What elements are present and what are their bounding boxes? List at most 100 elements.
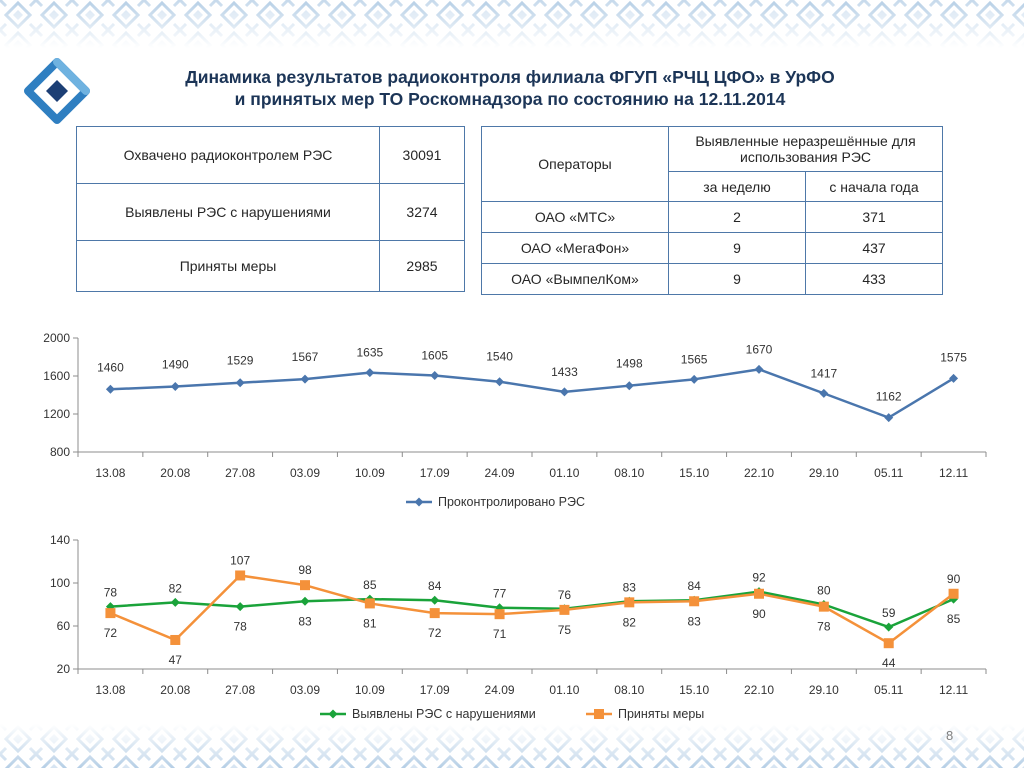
data-label: 83: [298, 614, 312, 628]
x-tick-label: 24.09: [485, 466, 515, 480]
data-point: [819, 388, 829, 398]
data-label: 1498: [616, 357, 643, 371]
x-tick-label: 10.09: [355, 683, 385, 697]
x-tick-label: 20.08: [160, 683, 190, 697]
legend-marker: [594, 709, 604, 719]
x-tick-label: 27.08: [225, 683, 255, 697]
x-tick-label: 10.09: [355, 466, 385, 480]
data-label: 77: [493, 587, 507, 601]
data-point: [689, 596, 700, 607]
data-point: [235, 602, 245, 612]
x-tick-label: 13.08: [95, 466, 125, 480]
operator-name: ОАО «МегаФон»: [481, 232, 669, 264]
data-point: [170, 381, 180, 391]
data-label: 1162: [876, 390, 902, 404]
violations-measures-chart: 20 60 100 140 13.08 20.08 27.08 03.09 10.09 17.09…: [50, 533, 987, 721]
data-label: 71: [493, 627, 507, 641]
operator-year: 433: [805, 263, 943, 295]
series-line: [109, 574, 955, 645]
data-point: [300, 374, 310, 384]
operator-year: 437: [805, 232, 943, 264]
data-label: 1670: [746, 342, 773, 356]
roskomnadzor-logo: [24, 58, 90, 124]
data-label: 82: [169, 581, 183, 595]
operators-table: Операторы Выявленные неразрешённые для и…: [481, 126, 943, 295]
data-label: 1433: [551, 365, 578, 379]
data-point: [235, 378, 245, 388]
operator-year: 371: [805, 201, 943, 233]
x-tick-label: 20.08: [160, 466, 190, 480]
header-group: Выявленные неразрешённые для использован…: [668, 126, 943, 172]
decorative-ornament-bottom: [0, 724, 1024, 768]
table-row: ОАО «МегаФон» 9 437: [481, 232, 943, 264]
data-label: 92: [752, 571, 766, 585]
data-point: [559, 387, 569, 397]
x-tick-label: 27.08: [225, 466, 255, 480]
data-label: 83: [687, 614, 701, 628]
data-point: [430, 595, 440, 605]
data-point: [105, 608, 116, 619]
table-row: Охвачено радиоконтролем РЭС 30091: [76, 126, 465, 184]
data-point: [884, 622, 894, 632]
data-point: [559, 604, 570, 615]
data-point: [948, 588, 959, 599]
slide-title: Динамика результатов радиоконтроля филиа…: [100, 66, 920, 110]
data-label: 98: [298, 563, 312, 577]
data-label: 72: [104, 626, 118, 640]
y-tick-label: 140: [50, 533, 70, 547]
legend-marker: [414, 497, 424, 507]
data-label: 1567: [292, 350, 319, 364]
data-point: [430, 371, 440, 381]
summary-value: 3274: [379, 183, 465, 241]
data-point: [365, 368, 375, 378]
x-tick-label: 17.09: [420, 683, 450, 697]
data-point: [754, 588, 764, 599]
data-label: 85: [947, 612, 961, 626]
data-label: 44: [882, 656, 896, 670]
x-tick-label: 22.10: [744, 683, 774, 697]
data-point: [884, 413, 894, 423]
data-point: [494, 609, 505, 620]
x-tick-label: 15.10: [679, 683, 709, 697]
data-label: 47: [169, 653, 183, 667]
data-point: [300, 596, 310, 606]
data-label: 75: [558, 623, 572, 637]
summary-value: 30091: [379, 126, 465, 184]
data-label: 1540: [486, 350, 513, 364]
operator-week: 2: [668, 201, 806, 233]
page-number: 8: [946, 728, 954, 743]
data-point: [495, 377, 505, 387]
x-tick-label: 13.08: [95, 683, 125, 697]
data-point: [949, 373, 959, 383]
series-line: [110, 590, 955, 629]
table-row: ОАО «ВымпелКом» 9 433: [481, 263, 943, 295]
data-label: 1417: [811, 366, 838, 380]
data-label: 80: [817, 584, 831, 598]
data-label: 90: [752, 607, 766, 621]
data-point: [170, 597, 180, 607]
x-tick-label: 15.10: [679, 466, 709, 480]
x-tick-label: 03.09: [290, 683, 320, 697]
y-tick-label: 100: [50, 576, 70, 590]
title-line-1: Динамика результатов радиоконтроля филиа…: [185, 67, 835, 87]
controlled-res-chart: 800 1200 1600 2000 13.08 20.08 27.08 03.09 10.09…: [43, 331, 987, 509]
table-header-row: за неделю с начала года: [482, 171, 943, 202]
header-operators: Операторы: [481, 126, 669, 202]
title-line-2: и принятых мер ТО Роскомнадзора по состо…: [234, 89, 786, 109]
x-tick-label: 05.11: [874, 466, 903, 480]
y-tick-label: 60: [57, 619, 71, 633]
data-point: [170, 634, 181, 645]
data-point: [429, 608, 440, 619]
data-label: 90: [947, 572, 961, 586]
data-point: [300, 580, 310, 591]
data-point: [624, 381, 634, 391]
data-label: 81: [363, 616, 377, 630]
data-label: 78: [104, 586, 118, 600]
data-point: [364, 598, 375, 609]
x-tick-label: 12.11: [939, 683, 968, 697]
x-tick-label: 01.10: [549, 683, 579, 697]
x-tick-label: 08.10: [614, 466, 644, 480]
summary-label: Выявлены РЭС с нарушениями: [76, 183, 380, 241]
data-label: 82: [623, 615, 637, 629]
y-tick-label: 1200: [43, 407, 70, 421]
